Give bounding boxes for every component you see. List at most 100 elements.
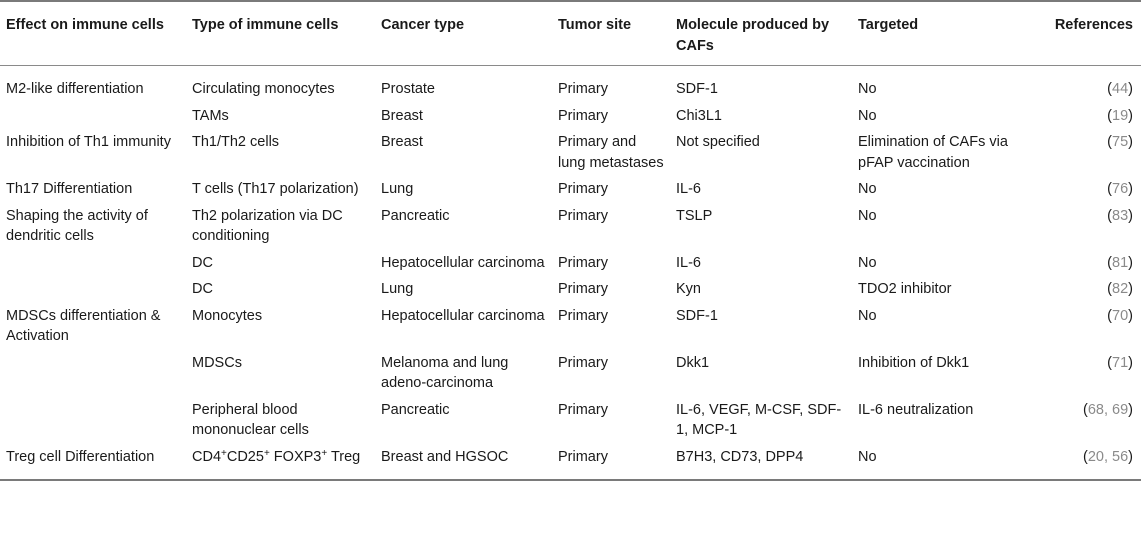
table-row: MDSCs Melanoma and lung adeno-carcinoma … [0,348,1141,395]
cell-cancer: Lung [381,281,414,297]
cell-type-part: CD4 [192,448,222,465]
cell-cancer: Pancreatic [381,207,450,224]
cell-molecule: IL-6, VEGF, M-CSF, SDF-1, MCP-1 [676,401,842,439]
table-row: DC Lung Primary Kyn TDO2 inhibitor (82) [0,274,1141,301]
cell-effect: Shaping the activity of dendritic cells [6,207,148,245]
table-row: Peripheral blood mononuclear cells Pancr… [0,395,1141,442]
reference-link[interactable]: 19 [1112,107,1129,124]
reference-link[interactable]: 83 [1112,207,1129,224]
reference-link[interactable]: 81 [1112,254,1129,271]
reference-link[interactable]: 75 [1112,134,1129,150]
reference-link[interactable]: 82 [1112,281,1129,297]
cell-site: Primary [558,354,608,371]
cell-type: MDSCs [192,354,242,371]
table-row: M2-like differentiation Circulating mono… [0,66,1141,101]
cell-effect [0,348,186,395]
cell-effect [0,395,186,442]
cell-targeted: No [858,81,877,97]
header-site: Tumor site [552,0,670,66]
cell-type: DC [192,254,213,271]
table-row: Shaping the activity of dendritic cells … [0,201,1141,248]
cell-references: (83) [1107,207,1133,224]
cell-references: (70) [1107,307,1133,324]
cell-molecule: B7H3, CD73, DPP4 [670,441,852,481]
cell-site: Primary [558,81,608,97]
cell-references: (44) [1107,81,1133,97]
cell-type: TAMs [192,107,229,124]
cell-effect [0,274,186,301]
cell-site: Primary and lung metastases [558,134,664,171]
cell-site: Primary [558,254,608,271]
cell-targeted: Inhibition of Dkk1 [858,354,970,371]
cell-site: Primary [558,207,608,224]
cell-molecule: TSLP [676,207,713,224]
cell-effect: Treg cell Differentiation [0,441,186,481]
cell-type: CD4+CD25+ FOXP3+ Treg [186,441,375,481]
table-row: Th17 Differentiation T cells (Th17 polar… [0,174,1141,201]
cell-molecule: IL-6 [676,254,701,271]
cell-targeted: No [858,107,877,124]
cell-type: Monocytes [192,307,263,324]
cell-site: Primary [552,441,670,481]
reference-link[interactable]: 44 [1112,81,1129,97]
superscript-plus: + [321,447,328,459]
cell-references: (75) [1107,134,1133,150]
cell-effect [0,248,186,275]
cell-effect: Th17 Differentiation [6,181,133,197]
cell-targeted: No [858,181,877,197]
cell-molecule: Dkk1 [676,354,710,371]
cell-targeted: IL-6 neutralization [858,401,974,418]
cell-type-part: FOXP3 [269,448,322,465]
cell-site: Primary [558,401,608,418]
table-row: Inhibition of Th1 immunity Th1/Th2 cells… [0,127,1141,174]
cell-site: Primary [558,281,608,297]
cell-type: Circulating monocytes [192,81,335,97]
cell-molecule: IL-6 [676,181,701,197]
table-row: Treg cell Differentiation CD4+CD25+ FOXP… [0,441,1141,481]
cell-effect: M2-like differentiation [6,81,144,97]
cell-molecule: SDF-1 [676,81,718,97]
cell-effect [0,101,186,128]
cell-molecule: Not specified [676,134,760,150]
reference-link[interactable]: 76 [1112,181,1129,197]
table-row: MDSCs differentiation & Activation Monoc… [0,301,1141,348]
cell-references: (76) [1107,181,1133,197]
cell-references: (19) [1107,107,1133,124]
cell-cancer: Lung [381,181,414,197]
cell-references: (81) [1107,254,1133,271]
cell-effect: Inhibition of Th1 immunity [6,134,171,150]
header-references: References [1035,0,1141,66]
cell-cancer: Hepatocellular carcinoma [381,307,545,324]
header-effect: Effect on immune cells [0,0,186,66]
reference-link[interactable]: 70 [1112,307,1129,324]
superscript-plus: + [221,447,227,459]
cell-cancer: Hepatocellular carcinoma [381,254,545,271]
reference-link[interactable]: 20, 56 [1087,448,1129,465]
cell-molecule: Kyn [676,281,701,297]
cell-type-part: Treg [327,448,361,465]
cell-molecule: SDF-1 [676,307,718,324]
reference-link[interactable]: 68, 69 [1087,401,1129,418]
cell-effect: MDSCs differentiation & Activation [6,307,161,345]
superscript-plus: + [263,447,270,459]
cell-cancer: Breast [381,134,423,150]
cell-site: Primary [558,107,608,124]
reference-link[interactable]: 71 [1112,354,1129,371]
cell-references: (82) [1107,281,1133,297]
cell-type: Peripheral blood mononuclear cells [192,401,309,439]
cell-type: DC [192,281,213,297]
header-cancer: Cancer type [375,0,552,66]
cell-targeted: No [852,441,1035,481]
cell-targeted: No [858,307,877,324]
cell-targeted: Elimination of CAFs via pFAP vaccination [858,134,1008,171]
cell-cancer: Breast and HGSOC [375,441,552,481]
cell-type-part: CD25 [226,448,264,465]
cell-site: Primary [558,181,608,197]
cell-molecule: Chi3L1 [676,107,722,124]
cell-cancer: Melanoma and lung adeno-carcinoma [381,354,509,392]
cell-cancer: Breast [381,107,423,124]
cell-type: Th1/Th2 cells [192,134,280,150]
header-molecule: Molecule produced by CAFs [670,0,852,66]
table-row: DC Hepatocellular carcinoma Primary IL-6… [0,248,1141,275]
